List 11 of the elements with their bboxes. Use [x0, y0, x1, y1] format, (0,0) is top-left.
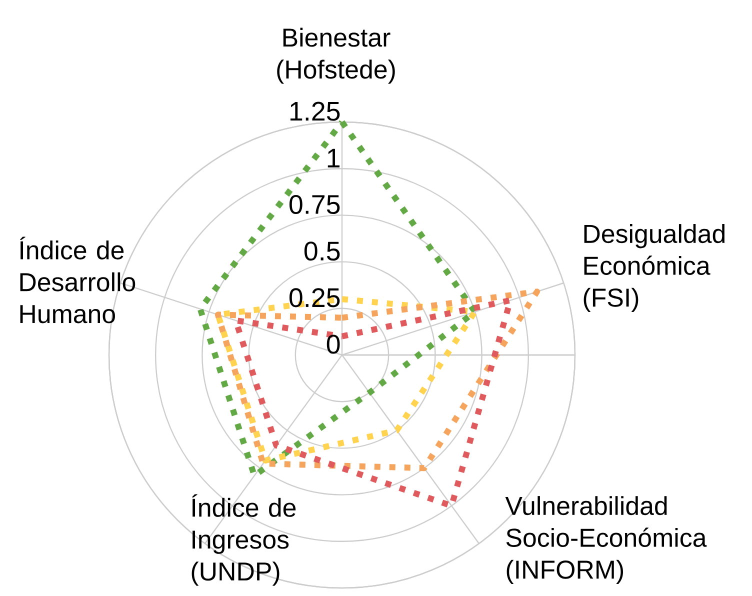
y-tick-label: 0.25 — [289, 288, 340, 308]
y-tick-label: 1 — [328, 148, 340, 168]
y-tick-label: 0.5 — [304, 242, 340, 261]
y-tick-label: 0.75 — [289, 194, 340, 214]
spoke-label: Índice de Ingresos (UNDP) — [192, 494, 296, 586]
y-tick-label: 0 — [326, 334, 340, 354]
spoke-label: Bienestar (Hofstede) — [277, 28, 395, 84]
spoke-label: Índice de Desarrollo Humano — [20, 236, 136, 324]
spoke-label: Desigualdad Económica (FSI) — [584, 224, 725, 312]
y-tick-label: 1.25 — [290, 102, 340, 121]
spoke-label: Vulnerabilidad Socio-Económica (INFORM) — [505, 496, 707, 584]
